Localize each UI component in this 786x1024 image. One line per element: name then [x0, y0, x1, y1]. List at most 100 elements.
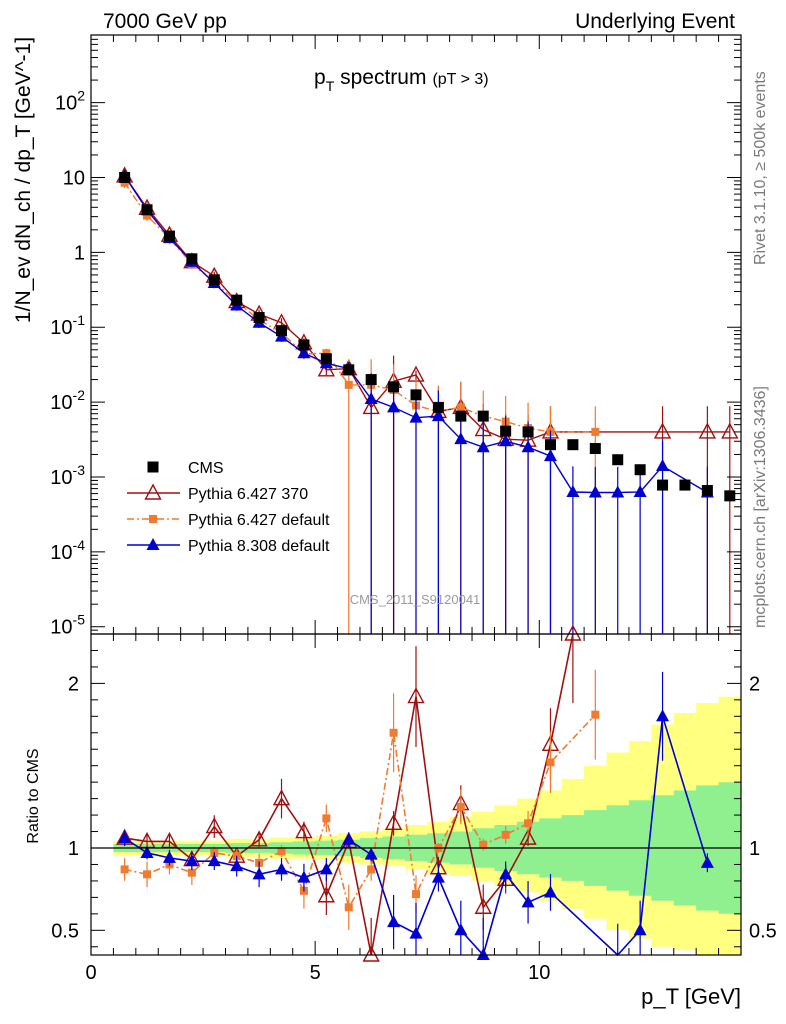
point-cms [388, 381, 400, 393]
legend-marker-pythia-8-308-default [146, 538, 160, 550]
point-pythia-8-308-default [521, 440, 535, 453]
legend: CMS Pythia 6.427 370 Pythia 6.427 default P… [127, 460, 330, 555]
ratio-point-pythia-6-427-default [456, 802, 465, 811]
ratio-point-pythia-8-308-default [364, 847, 378, 860]
ratio-point-pythia-8-308-default [297, 870, 311, 883]
ratio-band-outer [113, 696, 741, 955]
y-tick-label: 102 [55, 88, 85, 115]
ratio-point-pythia-6-427-default [479, 840, 488, 849]
ratio-point-pythia-6-427-370 [519, 828, 537, 845]
ratio-point-pythia-8-308-default [140, 845, 154, 858]
point-pythia-8-308-default [633, 485, 647, 498]
point-pythia-6-427-370 [317, 360, 336, 377]
legend-marker-cms [147, 461, 159, 473]
point-pythia-8-308-default [409, 410, 423, 423]
point-cms [119, 171, 131, 183]
ratio-point-pythia-6-427-default [412, 890, 420, 899]
ratio-frame [90, 633, 742, 956]
ratio-point-pythia-8-308-default [162, 850, 176, 863]
ratio-point-pythia-8-308-default [387, 915, 401, 928]
point-pythia-8-308-default [611, 485, 625, 498]
point-pythia-8-308-default [476, 440, 490, 453]
point-cms [410, 389, 422, 401]
y-tick-label: 10-5 [50, 612, 85, 639]
point-cms [253, 311, 265, 323]
ratio-tick-label: 1 [68, 838, 79, 860]
ratio-point-pythia-6-427-default [344, 903, 353, 912]
point-cms [544, 439, 556, 451]
y-axis-label: 1/N_ev dN_ch / dp_T [GeV^-1] [12, 37, 35, 323]
ratio-point-pythia-6-427-370 [250, 830, 268, 847]
ratio-point-pythia-6-427-default [389, 728, 398, 737]
point-pythia-6-427-default [456, 403, 465, 412]
ratio-point-pythia-6-427-370 [564, 624, 582, 641]
point-cms [634, 464, 646, 476]
point-pythia-8-308-default [499, 434, 513, 447]
legend-label-pythia-6-427-370: Pythia 6.427 370 [188, 486, 308, 503]
point-pythia-6-427-default [143, 211, 152, 220]
x-tick-label: 5 [310, 962, 321, 984]
legend-marker-pythia-6-427-370 [144, 483, 162, 500]
point-pythia-8-308-default [387, 400, 401, 413]
header-right: Underlying Event [575, 10, 735, 33]
title-sub: T [326, 78, 335, 94]
point-pythia-6-427-default [344, 380, 353, 389]
point-cms [724, 490, 736, 502]
point-cms [208, 274, 220, 286]
ratio-tick-label-right: 2 [749, 673, 760, 695]
point-cms [343, 364, 355, 376]
point-cms [163, 230, 175, 242]
ratio-point-pythia-8-308-default [633, 923, 647, 936]
ratio-point-pythia-6-427-370 [384, 813, 403, 831]
point-cms [612, 454, 624, 466]
ratio-point-pythia-8-308-default [118, 831, 132, 844]
legend-label-cms: CMS [188, 460, 224, 477]
ratio-point-pythia-8-308-default [342, 832, 356, 845]
point-cms [298, 339, 310, 351]
ratio-point-pythia-6-427-default [591, 710, 600, 719]
point-cms [320, 353, 332, 365]
point-pythia-6-427-370 [721, 422, 739, 439]
ratio-point-pythia-6-427-default [277, 847, 286, 856]
ratio-axis-label: Ratio to CMS [25, 748, 42, 843]
title-rest: spectrum [334, 66, 426, 89]
ratio-point-pythia-8-308-default [543, 885, 557, 898]
ratio-point-pythia-8-308-default [454, 923, 468, 936]
point-pythia-8-308-default [364, 392, 378, 405]
point-pythia-8-308-default [543, 449, 557, 462]
ratio-point-pythia-6-427-370 [362, 945, 380, 962]
ratio-point-pythia-8-308-default [185, 854, 199, 867]
ratio-point-pythia-6-427-370 [205, 817, 223, 834]
point-cms [455, 410, 467, 422]
legend-label-pythia-6-427-default: Pythia 6.427 default [188, 512, 330, 529]
legend-label-pythia-8-308-default: Pythia 8.308 default [188, 538, 330, 555]
point-pythia-6-427-default [591, 427, 600, 436]
point-cms [701, 485, 713, 497]
ratio-point-pythia-8-308-default [499, 867, 513, 880]
ratio-point-pythia-8-308-default [207, 854, 221, 867]
ratio-point-pythia-6-427-default [501, 830, 510, 839]
point-pythia-8-308-default [656, 459, 670, 472]
ratio-point-pythia-8-308-default [275, 862, 289, 875]
ratio-point-pythia-8-308-default [521, 895, 535, 908]
point-cms [522, 426, 534, 438]
point-cms [567, 439, 579, 451]
point-pythia-8-308-default [454, 432, 468, 445]
point-pythia-8-308-default [431, 409, 445, 422]
ratio-point-pythia-6-427-default [524, 819, 533, 828]
ratio-point-pythia-6-427-370 [272, 789, 291, 806]
line-pythia-6-427-370 [124, 175, 730, 441]
ratio-point-pythia-6-427-370 [407, 687, 425, 704]
ratio-point-pythia-8-308-default [431, 870, 445, 883]
ratio-point-pythia-8-308-default [319, 862, 333, 875]
x-tick-label: 0 [85, 962, 96, 984]
ratio-point-pythia-8-308-default [700, 855, 714, 868]
point-pythia-6-427-370 [653, 422, 672, 439]
ratio-tick-label: 0.5 [51, 920, 79, 942]
mcplots-label: mcplots.cern.ch [arXiv:1306.3436] [752, 386, 769, 628]
ratio-point-pythia-8-308-default [252, 867, 266, 880]
point-pythia-8-308-default [588, 485, 602, 498]
point-pythia-8-308-default [566, 485, 580, 498]
ratio-point-pythia-8-308-default [230, 859, 244, 872]
